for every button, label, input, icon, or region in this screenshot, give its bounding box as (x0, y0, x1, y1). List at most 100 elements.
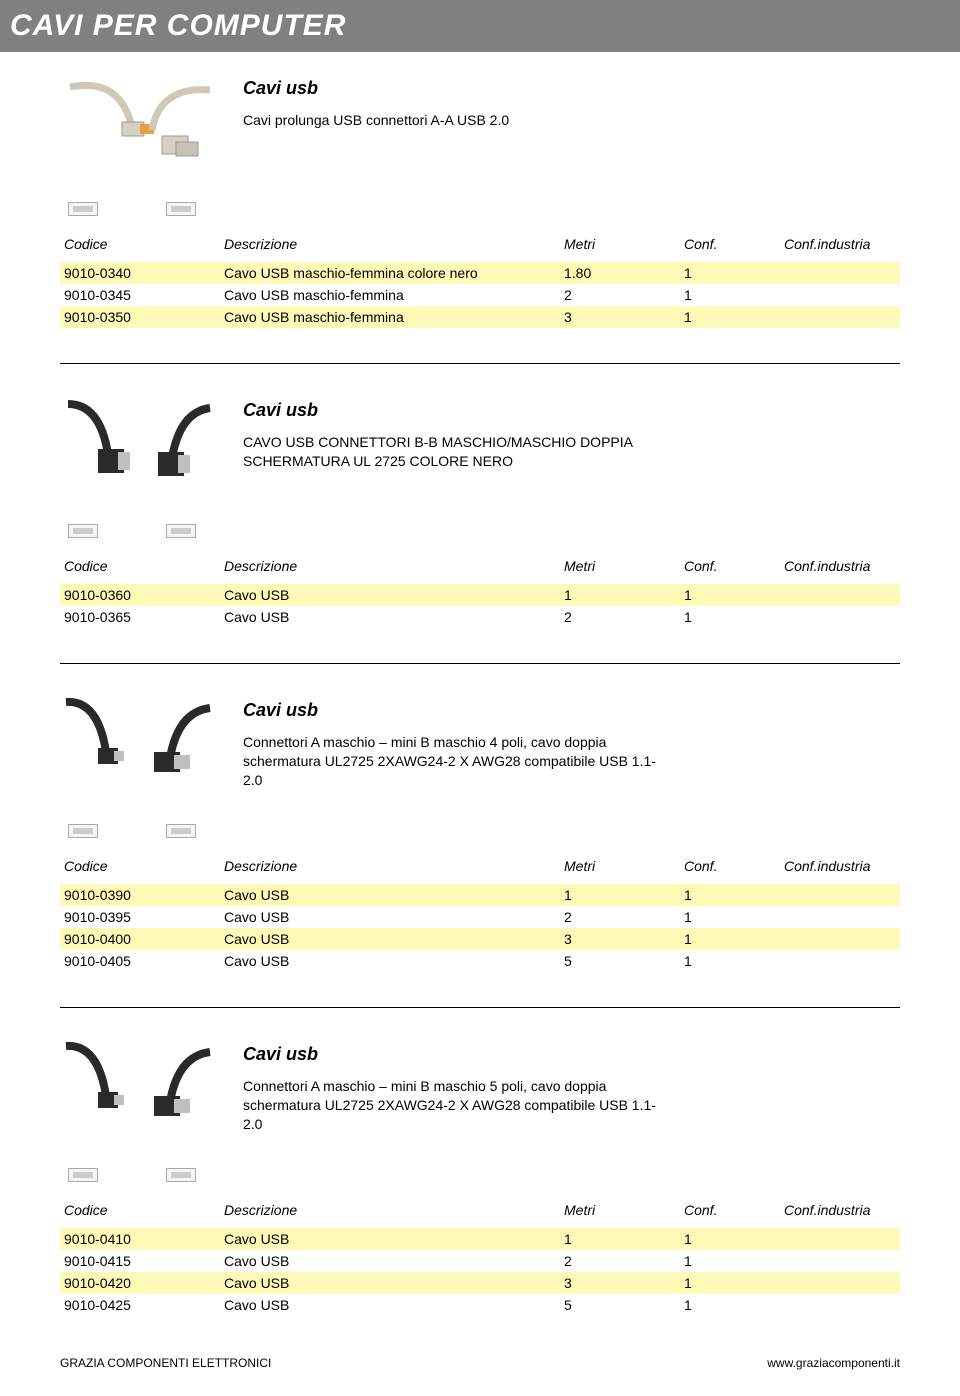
cell-metri: 3 (560, 1272, 680, 1294)
cell-conf: 1 (680, 1250, 780, 1272)
table-row: 9010-0410Cavo USB11 (60, 1228, 900, 1250)
page-title: CAVI PER COMPUTER (10, 9, 346, 43)
column-header-descrizione: Descrizione (220, 552, 560, 584)
page-footer: GRAZIA COMPONENTI ELETTRONICI www.grazia… (0, 1356, 960, 1384)
cell-descrizione: Cavo USB maschio-femmina colore nero (220, 262, 560, 284)
table-row: 9010-0360Cavo USB11 (60, 584, 900, 606)
cell-metri: 1 (560, 1228, 680, 1250)
table-row: 9010-0345Cavo USB maschio-femmina21 (60, 284, 900, 306)
product-table-wrap: CodiceDescrizioneMetriConf.Conf.industri… (0, 852, 960, 972)
cell-metri: 2 (560, 1250, 680, 1272)
cell-conf: 1 (680, 306, 780, 328)
product-section: Cavi usb Cavi prolunga USB connettori A-A… (0, 72, 960, 328)
connector-icon (166, 824, 196, 838)
table-row: 9010-0390Cavo USB11 (60, 884, 900, 906)
cell-codice: 9010-0395 (60, 906, 220, 928)
cell-codice: 9010-0420 (60, 1272, 220, 1294)
column-header-conf: Conf. (680, 230, 780, 262)
connector-icon (68, 824, 98, 838)
page-header: CAVI PER COMPUTER (0, 0, 960, 52)
connector-icon (68, 524, 98, 538)
connector-icons (0, 824, 960, 838)
section-separator (60, 1007, 900, 1008)
column-header-metri: Metri (560, 552, 680, 584)
table-row: 9010-0365Cavo USB21 (60, 606, 900, 628)
cell-confind (780, 1250, 900, 1272)
cell-confind (780, 1294, 900, 1316)
cell-metri: 5 (560, 1294, 680, 1316)
table-row: 9010-0340Cavo USB maschio-femmina colore… (60, 262, 900, 284)
product-description: Connettori A maschio – mini B maschio 5 … (243, 1077, 663, 1134)
footer-right: www.graziacomponenti.it (767, 1356, 900, 1370)
column-header-descrizione: Descrizione (220, 852, 560, 884)
column-header-conf: Conf. (680, 1196, 780, 1228)
cell-codice: 9010-0400 (60, 928, 220, 950)
product-table-wrap: CodiceDescrizioneMetriConf.Conf.industri… (0, 230, 960, 328)
column-header-codice: Codice (60, 230, 220, 262)
cell-conf: 1 (680, 1272, 780, 1294)
product-table-wrap: CodiceDescrizioneMetriConf.Conf.industri… (0, 1196, 960, 1316)
cell-codice: 9010-0405 (60, 950, 220, 972)
table-row: 9010-0400Cavo USB31 (60, 928, 900, 950)
column-header-confindustria: Conf.industria (780, 852, 900, 884)
cell-codice: 9010-0340 (60, 262, 220, 284)
cell-codice: 9010-0390 (60, 884, 220, 906)
product-title: Cavi usb (243, 700, 663, 721)
column-header-codice: Codice (60, 552, 220, 584)
cell-conf: 1 (680, 928, 780, 950)
cell-codice: 9010-0365 (60, 606, 220, 628)
cell-conf: 1 (680, 950, 780, 972)
cell-confind (780, 606, 900, 628)
product-table: CodiceDescrizioneMetriConf.Conf.industri… (60, 1196, 900, 1316)
cell-confind (780, 262, 900, 284)
product-text: Cavi usbConnettori A maschio – mini B ma… (243, 1038, 663, 1134)
product-table-wrap: CodiceDescrizioneMetriConf.Conf.industri… (0, 552, 960, 628)
product-table: CodiceDescrizioneMetriConf.Conf.industri… (60, 552, 900, 628)
column-header-descrizione: Descrizione (220, 230, 560, 262)
product-description: Cavi prolunga USB connettori A-A USB 2.0 (243, 111, 509, 130)
cell-conf: 1 (680, 262, 780, 284)
cell-metri: 2 (560, 284, 680, 306)
section-separator (60, 363, 900, 364)
product-text: Cavi usb Cavi prolunga USB connettori A-A… (243, 72, 509, 130)
cell-codice: 9010-0360 (60, 584, 220, 606)
product-image (60, 1038, 215, 1158)
cell-confind (780, 584, 900, 606)
cell-descrizione: Cavo USB (220, 950, 560, 972)
cell-confind (780, 928, 900, 950)
cell-conf: 1 (680, 606, 780, 628)
cell-descrizione: Cavo USB (220, 1294, 560, 1316)
product-image (60, 72, 215, 192)
table-row: 9010-0395Cavo USB21 (60, 906, 900, 928)
product-section: Cavi usbConnettori A maschio – mini B ma… (0, 694, 960, 972)
cell-codice: 9010-0415 (60, 1250, 220, 1272)
cell-descrizione: Cavo USB (220, 906, 560, 928)
connector-icon (166, 202, 196, 216)
table-row: 9010-0415Cavo USB21 (60, 1250, 900, 1272)
cell-descrizione: Cavo USB (220, 584, 560, 606)
footer-left: GRAZIA COMPONENTI ELETTRONICI (60, 1356, 271, 1370)
cell-descrizione: Cavo USB (220, 928, 560, 950)
table-row: 9010-0405Cavo USB51 (60, 950, 900, 972)
column-header-metri: Metri (560, 1196, 680, 1228)
table-row: 9010-0350Cavo USB maschio-femmina31 (60, 306, 900, 328)
column-header-descrizione: Descrizione (220, 1196, 560, 1228)
cell-metri: 1.80 (560, 262, 680, 284)
cell-codice: 9010-0350 (60, 306, 220, 328)
column-header-conf: Conf. (680, 552, 780, 584)
cell-codice: 9010-0425 (60, 1294, 220, 1316)
cell-descrizione: Cavo USB (220, 1272, 560, 1294)
section-separator (60, 663, 900, 664)
cell-conf: 1 (680, 906, 780, 928)
cell-metri: 2 (560, 906, 680, 928)
cell-confind (780, 950, 900, 972)
product-table: CodiceDescrizioneMetriConf.Conf.industri… (60, 852, 900, 972)
section-header: Cavi usbCAVO USB CONNETTORI B-B MASCHIO/… (0, 394, 960, 514)
product-title: Cavi usb (243, 78, 509, 99)
cell-metri: 3 (560, 928, 680, 950)
product-image (60, 694, 215, 814)
product-text: Cavi usbConnettori A maschio – mini B ma… (243, 694, 663, 790)
column-header-conf: Conf. (680, 852, 780, 884)
cell-confind (780, 306, 900, 328)
column-header-metri: Metri (560, 230, 680, 262)
